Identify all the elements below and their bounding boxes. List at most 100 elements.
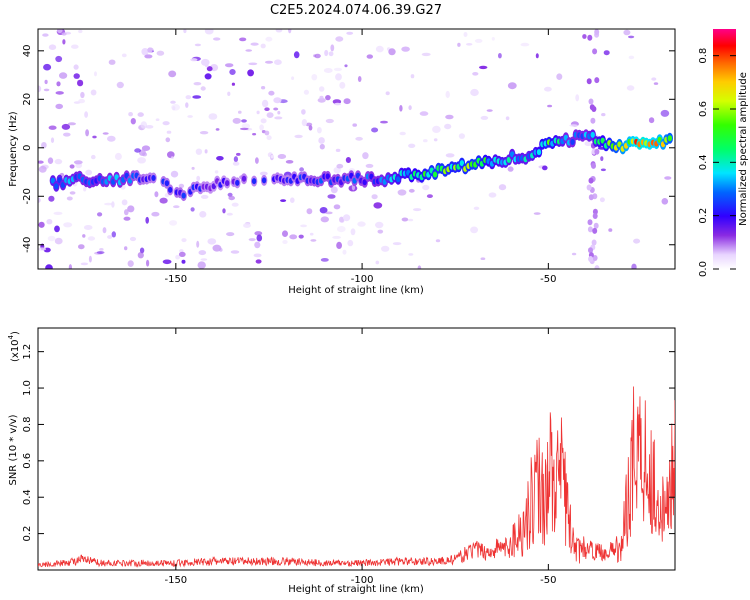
noise-speckle	[587, 34, 593, 41]
noise-speckle	[268, 90, 275, 96]
noise-speckle	[288, 29, 292, 34]
noise-speckle	[498, 184, 507, 191]
noise-speckle	[69, 191, 76, 195]
spectrogram-frame	[37, 28, 676, 270]
noise-speckle	[458, 133, 465, 139]
noise-speckle	[116, 81, 124, 89]
noise-speckle	[401, 217, 409, 222]
noise-speckle	[298, 234, 304, 239]
noise-speckle	[480, 115, 489, 120]
ridge-mark	[151, 175, 156, 181]
noise-speckle	[547, 104, 553, 108]
noise-speckle	[243, 223, 251, 228]
noise-speckle	[94, 71, 97, 77]
noise-speckle	[273, 97, 282, 104]
noise-speckle	[114, 152, 122, 161]
noise-speckle	[92, 135, 97, 139]
noise-speckle	[137, 112, 144, 117]
noise-speckle	[96, 251, 105, 254]
spectrogram-y-axis-label: Frequency (Hz)	[8, 111, 19, 187]
noise-speckle	[38, 160, 44, 164]
noise-speckle	[61, 123, 71, 130]
noise-speckle	[346, 31, 354, 35]
noise-speckle	[603, 50, 610, 56]
ridge-mark	[396, 176, 401, 183]
noise-speckle	[388, 48, 396, 56]
noise-speckle	[107, 235, 113, 239]
noise-speckle	[57, 29, 63, 34]
noise-speckle	[55, 103, 63, 110]
noise-speckle	[82, 234, 86, 238]
noise-speckle	[339, 216, 344, 223]
noise-speckle	[80, 91, 85, 99]
noise-speckle	[145, 216, 149, 224]
noise-speckle	[50, 137, 55, 143]
noise-speckle	[85, 129, 89, 137]
noise-speckle	[247, 69, 255, 77]
noise-speckle	[260, 43, 266, 49]
noise-speckle	[78, 244, 85, 250]
noise-speckle	[445, 153, 455, 158]
noise-speckle	[111, 201, 115, 208]
noise-speckle	[207, 238, 217, 245]
noise-speckle	[399, 131, 406, 136]
noise-speckle	[178, 183, 185, 189]
noise-speckle	[240, 127, 249, 131]
ridge-mark	[168, 186, 173, 193]
noise-speckle	[265, 60, 273, 64]
noise-speckle	[498, 53, 502, 59]
noise-speckle	[154, 191, 159, 198]
spectrogram-ridge	[49, 129, 673, 202]
noise-speckle	[230, 250, 240, 254]
ridge-mark	[570, 139, 575, 145]
noise-speckle	[228, 195, 235, 201]
noise-speckle	[260, 118, 267, 124]
noise-speckle	[542, 165, 548, 171]
noise-speckle	[63, 222, 73, 228]
noise-speckle	[303, 89, 309, 95]
snr-frame	[37, 327, 676, 571]
noise-speckle	[91, 154, 96, 160]
noise-speckle	[255, 157, 259, 164]
spectrogram-x-axis-label: Height of straight line (km)	[288, 285, 424, 296]
noise-speckle	[533, 212, 541, 215]
noise-speckle	[256, 110, 260, 115]
noise-speckle	[343, 214, 351, 222]
noise-speckle	[78, 98, 85, 104]
noise-speckle	[345, 157, 351, 163]
noise-speckle	[80, 262, 89, 266]
noise-speckle	[73, 64, 79, 70]
noise-speckle	[385, 91, 390, 96]
snr-panel: -150 -100 -50 0.2 0.4 0.6 0.8 1.0 1.2 Height of…	[7, 327, 676, 595]
noise-speckle	[193, 82, 202, 86]
noise-speckle	[169, 220, 178, 226]
noise-speckle	[185, 95, 192, 100]
noise-speckle	[311, 74, 318, 81]
noise-speckle	[352, 123, 358, 127]
noise-speckle	[145, 125, 154, 129]
noise-speckle	[239, 37, 247, 42]
noise-speckle	[199, 211, 207, 218]
noise-speckle	[330, 44, 335, 52]
noise-speckle	[204, 149, 208, 154]
x-tick-label: -150	[164, 575, 187, 586]
noise-speckle	[333, 67, 343, 72]
noise-speckle	[56, 81, 61, 87]
noise-speckle	[586, 78, 592, 85]
noise-speckle	[190, 207, 195, 212]
noise-speckle	[144, 54, 153, 59]
noise-speckle	[589, 104, 595, 111]
noise-speckle	[591, 239, 597, 246]
ridge-mark	[667, 135, 672, 142]
colorbar-tick-label: 0.4	[698, 154, 709, 170]
noise-speckle	[325, 118, 334, 124]
noise-speckle	[413, 208, 422, 212]
noise-speckle	[289, 234, 298, 240]
noise-speckle	[633, 238, 641, 244]
noise-speckle	[426, 194, 433, 199]
snr-y-axis-label: SNR (10 * v/v)	[8, 414, 19, 485]
y-tick-label: -20	[22, 188, 33, 204]
noise-speckle	[422, 184, 430, 191]
noise-speckle	[190, 58, 198, 62]
